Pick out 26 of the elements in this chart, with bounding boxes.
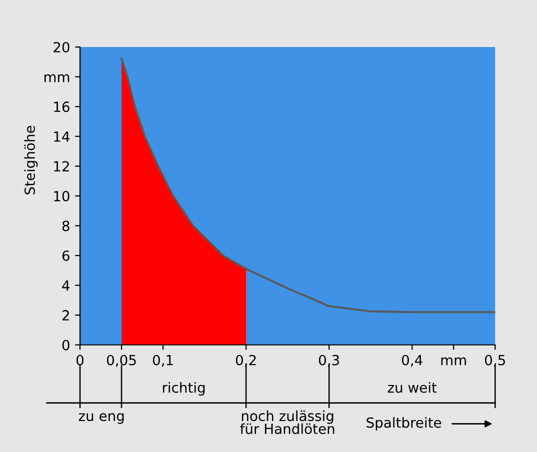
text: richtig	[162, 382, 205, 396]
y-tick-label: mm	[44, 74, 70, 82]
x-tick-label: 0,5	[484, 354, 505, 367]
y-tick-label: 0	[62, 340, 70, 350]
y-tick-label: 20	[54, 42, 70, 52]
y-tick-label: 14	[54, 132, 70, 142]
x-tick-label: 0	[76, 354, 84, 366]
y-axis-title: Steighöhe	[24, 126, 38, 194]
x-tick-label: 0,3	[318, 354, 340, 367]
x-axis-title: Spaltbreite	[366, 417, 442, 431]
x-tick-label: 0,1	[152, 354, 173, 367]
y-tick-label: 6	[62, 250, 70, 261]
y-tick-label: 10	[54, 190, 70, 202]
x-tick-label: 0,05	[106, 354, 136, 367]
y-tick-label: 16	[54, 102, 70, 112]
y-tick-label: 8	[62, 220, 70, 232]
text: zu eng	[78, 413, 124, 424]
y-tick-label: 12	[54, 161, 69, 172]
text: zu weit	[388, 382, 437, 393]
text: noch zulässig für Handlöten	[240, 410, 334, 434]
x-tick-label: mm	[441, 357, 466, 366]
x-tick-label: 0,2	[236, 354, 256, 367]
line-series	[120, 58, 496, 314]
y-tick-label: 4	[62, 280, 70, 291]
y-tick-label: 2	[62, 310, 69, 320]
x-tick-label: 0,4	[402, 354, 422, 367]
